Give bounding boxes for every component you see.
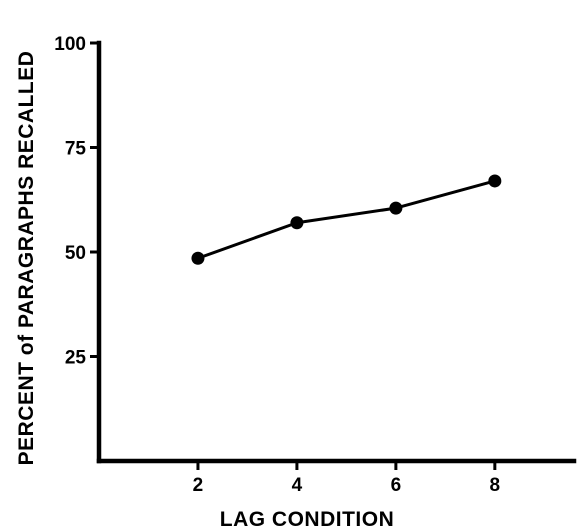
data-point [191,251,205,265]
axes [96,40,577,464]
x-tick-label: 2 [193,475,204,496]
x-tick-label: 6 [391,475,402,496]
y-tick-label: 100 [54,34,86,55]
data-point [290,216,304,230]
series-line [197,179,496,260]
data-point [488,174,502,188]
y-tick-label: 50 [65,243,86,264]
x-tick-label: 4 [292,475,303,496]
y-axis-title: PERCENT of PARAGRAPHS RECALLED [15,51,38,466]
x-ticks: 2 4 6 8 [193,461,500,496]
y-tick-label: 75 [65,139,87,160]
plot-area [191,174,502,265]
y-ticks: 25 50 75 100 [54,34,99,369]
data-point [389,201,403,215]
x-axis-title: LAG CONDITION [220,508,395,529]
y-tick-label: 25 [65,348,87,369]
x-tick-label: 8 [490,475,501,496]
